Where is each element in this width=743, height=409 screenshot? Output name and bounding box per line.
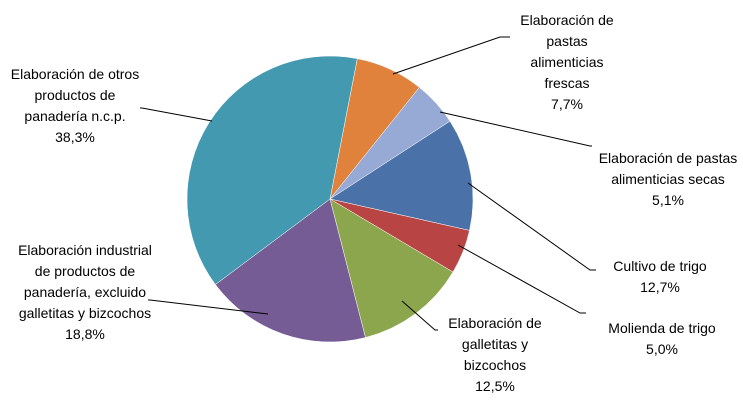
leader-line <box>457 244 586 314</box>
value-label: 12,7% <box>640 279 680 295</box>
slice-label: Elaboración de pastas alimenticias fresc… <box>508 10 626 115</box>
slice-label: Elaboración de pastas alimenticias secas… <box>593 148 743 211</box>
pie-slice <box>215 198 366 343</box>
slice-label: Molienda de trigo 5,0% <box>592 318 732 360</box>
slice-label: Elaboración de galletitas y bizcochos 12,… <box>435 313 555 397</box>
pie-slice <box>329 120 474 231</box>
category-label: Elaboración industrial de productos de p… <box>18 242 152 321</box>
value-label: 7,7% <box>551 96 583 112</box>
category-label: Elaboración de otros productos de panade… <box>10 66 140 124</box>
slice-label: Elaboración industrial de productos de p… <box>10 240 160 345</box>
category-label: Cultivo de trigo <box>613 258 707 274</box>
slice-label: Cultivo de trigo 12,7% <box>595 256 725 298</box>
slice-label: Elaboración de otros productos de panade… <box>10 64 140 148</box>
value-label: 38,3% <box>55 129 95 145</box>
leader-line <box>467 182 596 271</box>
leader-line <box>140 107 213 122</box>
category-label: Molienda de trigo <box>608 320 716 336</box>
category-label: Elaboración de pastas alimenticias fresc… <box>520 12 614 91</box>
leader-line <box>439 111 592 147</box>
value-label: 5,1% <box>652 192 684 208</box>
leader-line <box>401 300 438 331</box>
leader-line <box>392 36 510 75</box>
category-label: Elaboración de pastas alimenticias secas <box>598 150 738 187</box>
category-label: Elaboración de galletitas y bizcochos <box>448 315 542 373</box>
pie-slice <box>186 55 358 285</box>
leader-line <box>148 299 269 315</box>
value-label: 12,5% <box>475 378 515 394</box>
value-label: 18,8% <box>65 326 105 342</box>
value-label: 5,0% <box>646 341 678 357</box>
